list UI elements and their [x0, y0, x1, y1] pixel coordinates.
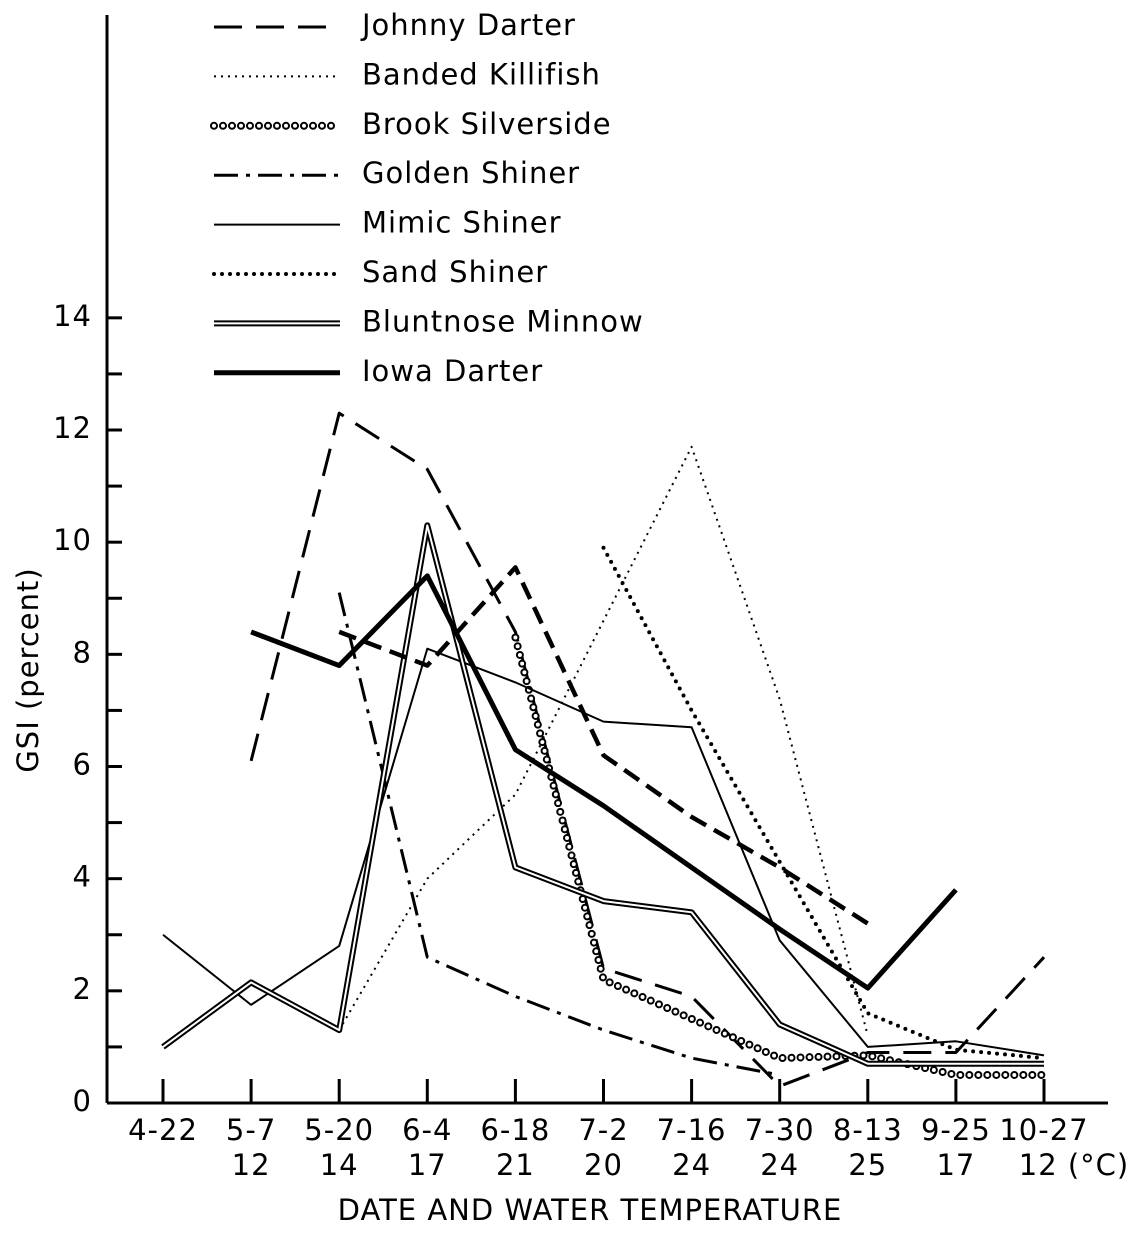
x-tick-label: 8-13	[833, 1113, 903, 1147]
legend-label: Bluntnose Minnow	[362, 304, 644, 338]
legend-label: Brook Silverside	[362, 107, 612, 141]
y-tick-label: 12	[53, 411, 92, 445]
series-line	[337, 592, 780, 1077]
x-temp-label: 24	[672, 1148, 711, 1182]
series-line	[338, 445, 869, 1036]
y-tick-label: 6	[73, 748, 92, 782]
x-tick-label: 7-2	[578, 1113, 628, 1147]
x-tick-label: 6-4	[402, 1113, 452, 1147]
x-temp-label: 14	[320, 1148, 359, 1182]
y-tick-label: 2	[73, 972, 92, 1006]
y-tick-label: 8	[73, 635, 92, 669]
series-line	[601, 545, 1046, 1061]
legend-label: Banded Killifish	[362, 57, 601, 91]
legend-label: Golden Shiner	[362, 156, 580, 190]
series-line	[339, 567, 1044, 1052]
y-tick-label: 14	[53, 299, 92, 333]
series-line	[161, 522, 1044, 1067]
x-temp-label: 17	[936, 1148, 975, 1182]
x-tick-label: 7-30	[745, 1113, 815, 1147]
y-tick-label: 10	[53, 523, 92, 557]
x-temp-label: 17	[408, 1148, 447, 1182]
legend-label: Johnny Darter	[360, 8, 576, 42]
x-tick-label: 10-27	[999, 1113, 1088, 1147]
y-axis-label: GSI (percent)	[11, 567, 45, 772]
x-tick-label: 5-20	[304, 1113, 374, 1147]
x-tick-label: 5-7	[226, 1113, 276, 1147]
x-axis-label: DATE AND WATER TEMPERATURE	[338, 1193, 843, 1227]
series-line	[162, 647, 1045, 1057]
y-tick-label: 0	[73, 1084, 92, 1118]
x-tick-label: 9-25	[921, 1113, 991, 1147]
series-line	[162, 524, 1044, 1065]
x-temp-label: 20	[584, 1148, 623, 1182]
x-tick-label: 6-18	[480, 1113, 550, 1147]
x-temp-label: 25	[848, 1148, 887, 1182]
series-line	[249, 411, 1046, 1088]
x-temp-label: 21	[496, 1148, 535, 1182]
series-line	[511, 633, 1048, 1079]
x-temp-label: 12 (°C)	[1019, 1148, 1130, 1182]
series-line	[250, 573, 958, 991]
legend-label: Iowa Darter	[362, 354, 543, 388]
legend-label: Mimic Shiner	[362, 206, 562, 240]
x-tick-label: 4-22	[128, 1113, 198, 1147]
x-temp-label: 24	[760, 1148, 799, 1182]
y-tick-label: 4	[73, 860, 92, 894]
x-tick-label: 7-16	[657, 1113, 727, 1147]
x-temp-label: 12	[232, 1148, 271, 1182]
legend-label: Sand Shiner	[362, 255, 548, 289]
series-line	[513, 635, 1046, 1077]
